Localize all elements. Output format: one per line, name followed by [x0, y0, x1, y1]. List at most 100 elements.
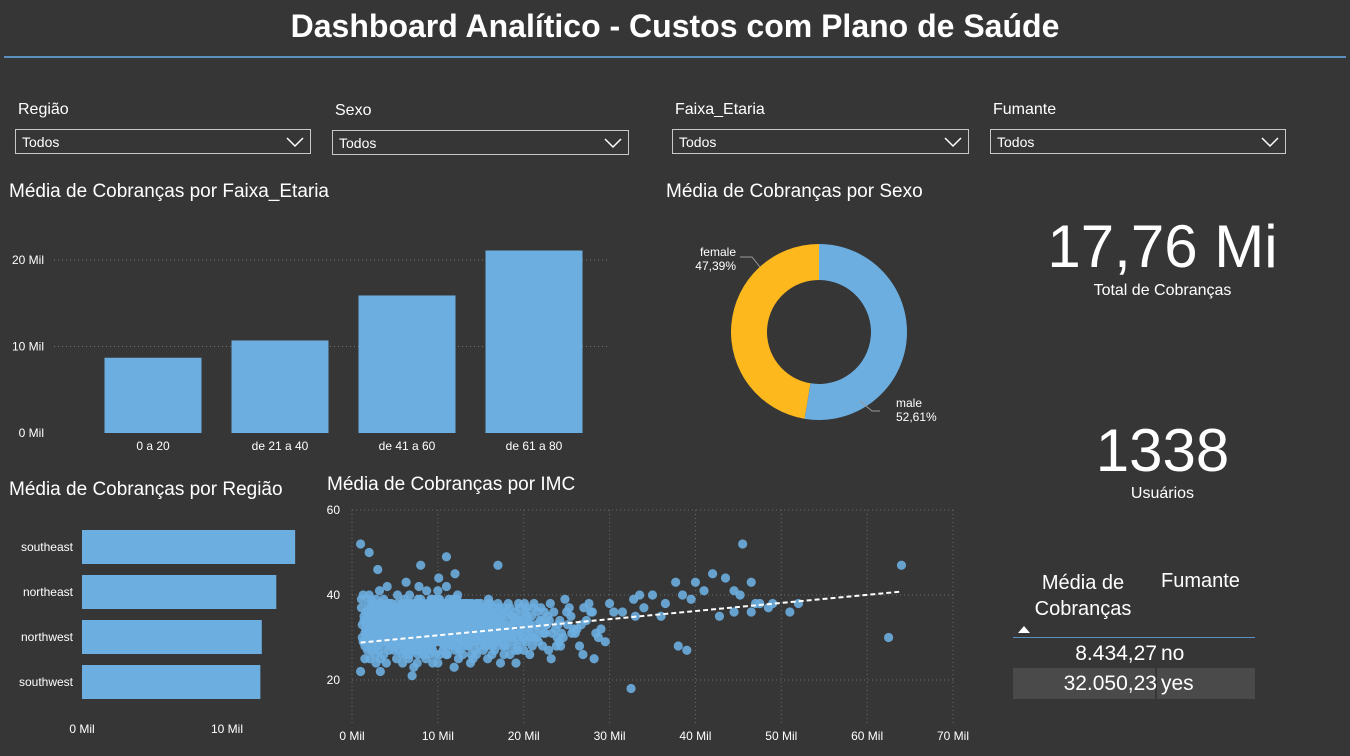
- table-header-divider: [1013, 637, 1255, 638]
- scatter-point: [422, 586, 432, 596]
- scatter-point: [546, 654, 556, 664]
- scatter-point: [519, 598, 530, 609]
- scatter-point: [884, 632, 894, 643]
- y-tick-label: 60: [327, 503, 341, 517]
- scatter-point: [477, 603, 488, 613]
- scatter-point: [412, 658, 422, 668]
- scatter-point: [377, 603, 387, 613]
- scatter-point: [673, 641, 683, 651]
- scatter-point: [449, 662, 459, 672]
- scatter-point: [600, 637, 610, 647]
- scatter-point: [584, 598, 594, 609]
- scatter-point: [446, 603, 457, 613]
- scatter-point: [562, 607, 572, 617]
- scatter-point: [457, 611, 467, 621]
- slice-label-value: 47,39%: [695, 259, 736, 273]
- scatter-point: [435, 603, 446, 613]
- scatter-point: [397, 632, 407, 643]
- scatter-point: [529, 632, 539, 643]
- scatter-point: [635, 590, 645, 600]
- donut-slice: [804, 244, 907, 420]
- scatter-point: [589, 654, 599, 664]
- scatter-point: [686, 594, 696, 604]
- bar: [82, 665, 261, 699]
- scatter-point: [404, 603, 415, 613]
- imc-scatter-chart: 20 40 60 0 Mil 10 Mil 20 Mil 30 Mil 40 Mil 50 Mi…: [327, 503, 969, 743]
- faixa-etaria-dropdown[interactable]: Todos: [672, 129, 969, 154]
- scatter-point: [433, 586, 443, 596]
- scatter-point: [406, 624, 416, 634]
- title-divider: [4, 56, 1346, 58]
- scatter-point: [746, 577, 756, 587]
- table-cell-smoker: no: [1161, 642, 1185, 665]
- scatter-point: [450, 637, 460, 647]
- scatter-point: [507, 628, 518, 638]
- x-tick-label: 30 Mil: [594, 729, 626, 743]
- slice-label-name: female: [700, 245, 736, 259]
- scatter-point: [617, 607, 628, 617]
- scatter-point: [404, 590, 415, 600]
- table-header-fumante[interactable]: Fumante: [1161, 570, 1240, 592]
- regiao-dropdown[interactable]: Todos: [15, 129, 311, 154]
- scatter-point: [471, 649, 482, 660]
- scatter-point: [422, 641, 432, 651]
- table-col-divider: [1155, 668, 1157, 699]
- filter-label-sexo: Sexo: [335, 102, 372, 119]
- y-tick-label: 40: [327, 588, 341, 602]
- scatter-point: [364, 547, 374, 558]
- scatter-point: [483, 620, 493, 630]
- scatter-point: [385, 607, 395, 617]
- scatter-point: [433, 615, 443, 626]
- scatter-point: [430, 594, 440, 604]
- chevron-down-icon: [944, 137, 962, 148]
- scatter-point: [498, 632, 508, 643]
- y-tick-label: 20 Mil: [12, 253, 44, 267]
- table-row: 8.434,27 no: [1013, 640, 1255, 668]
- scatter-point: [459, 641, 469, 651]
- table-header-media[interactable]: Média de Cobranças: [1034, 572, 1132, 620]
- bar: [82, 575, 277, 609]
- scatter-point: [699, 586, 709, 596]
- scatter-point: [511, 658, 521, 668]
- scatter-point: [671, 577, 681, 587]
- scatter-point: [510, 645, 520, 655]
- y-tick-label: northeast: [23, 585, 74, 599]
- scatter-point: [367, 628, 377, 638]
- chevron-down-icon: [604, 138, 622, 149]
- fumante-dropdown[interactable]: Todos: [990, 129, 1286, 154]
- scatter-point: [609, 607, 619, 617]
- x-tick-label: de 41 a 60: [379, 439, 436, 453]
- scatter-point: [556, 628, 567, 638]
- sexo-dropdown[interactable]: Todos: [332, 130, 629, 155]
- scatter-point: [535, 615, 545, 626]
- scatter-point: [428, 603, 438, 613]
- scatter-point: [376, 628, 386, 638]
- scatter-point: [677, 590, 688, 600]
- scatter-point: [547, 628, 557, 638]
- scatter-point: [714, 611, 725, 621]
- chevron-down-icon: [286, 137, 304, 148]
- x-tick-label: 0 a 20: [136, 439, 170, 453]
- scatter-point: [363, 615, 373, 626]
- y-tick-label: northwest: [21, 630, 74, 644]
- scatter-point: [768, 598, 778, 609]
- sort-asc-icon[interactable]: [1017, 624, 1031, 634]
- scatter-point: [375, 666, 385, 677]
- scatter-point: [355, 539, 366, 549]
- scatter-point: [368, 603, 379, 613]
- scatter-point: [682, 645, 692, 655]
- total-charges-value: 17,76 Mi: [1047, 213, 1278, 280]
- scatter-point: [708, 569, 718, 579]
- x-tick-label: 50 Mil: [765, 729, 797, 743]
- scatter-point: [410, 615, 421, 626]
- bar: [82, 530, 296, 564]
- scatter-point: [568, 624, 579, 634]
- scatter-point: [738, 539, 748, 549]
- label-leader: [859, 400, 880, 412]
- faixa-etaria-dropdown-value: Todos: [679, 134, 717, 150]
- x-tick-label: 70 Mil: [937, 729, 969, 743]
- scatter-point: [469, 632, 479, 643]
- page-title: Dashboard Analítico - Custos com Plano d…: [290, 8, 1060, 44]
- scatter-point: [426, 620, 436, 630]
